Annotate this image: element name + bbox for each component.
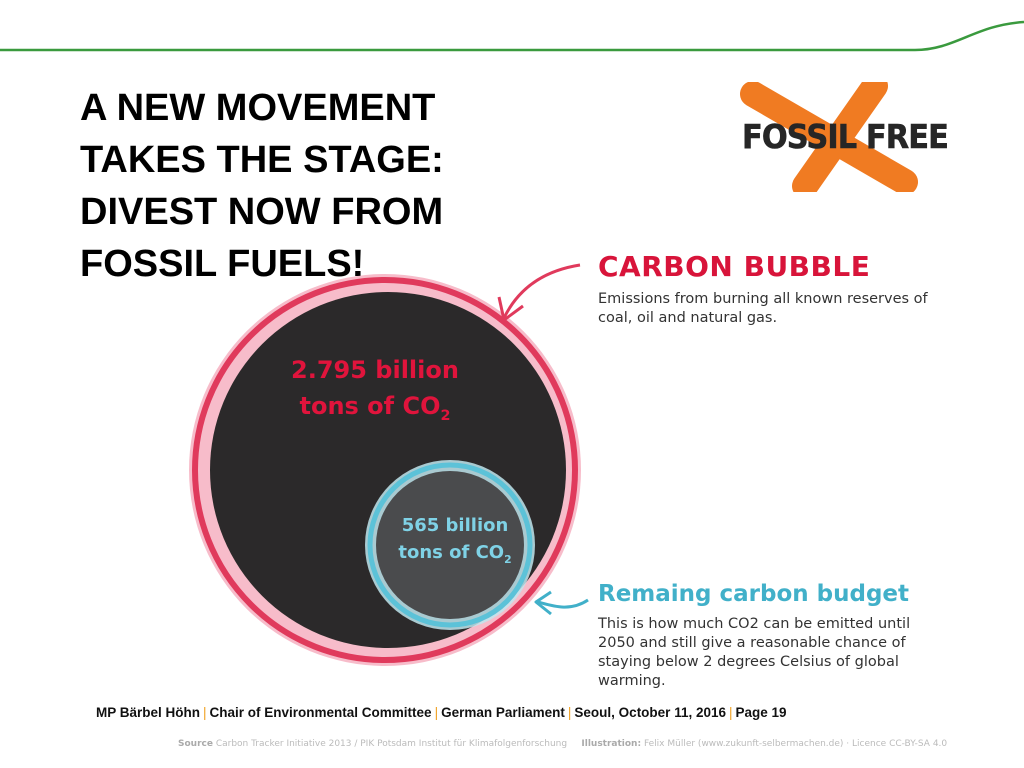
budget-arrow <box>537 598 589 609</box>
slide-footer: MP Bärbel Höhn | Chair of Environmental Co… <box>96 705 787 720</box>
footer-institution: German Parliament <box>441 705 565 720</box>
source-text: Carbon Tracker Initiative 2013 / PIK Pot… <box>215 739 568 749</box>
carbon-bubble-amount-value: 2.795 billion <box>291 356 459 384</box>
carbon-budget-description: This is how much CO2 can be emitted unti… <box>598 616 911 689</box>
source-credit: Source Carbon Tracker Initiative 2013 / … <box>178 739 947 749</box>
footer-separator: | <box>567 705 572 720</box>
carbon-bubble-arrowhead <box>497 296 524 322</box>
illustration-label: Illustration: <box>581 739 642 749</box>
title-line: A NEW MOVEMENT <box>80 87 436 129</box>
logo-wordmark: FOSSIL FREE <box>742 117 948 156</box>
carbon-budget-heading: Remaing carbon budget <box>598 581 910 607</box>
title-line: TAKES THE STAGE: <box>80 139 444 181</box>
slide-title: A NEW MOVEMENT TAKES THE STAGE: DIVEST N… <box>80 82 550 290</box>
footer-speaker: MP Bärbel Höhn <box>96 705 201 720</box>
subscript: 2 <box>440 408 451 425</box>
budget-amount-value: 565 billion <box>401 515 509 536</box>
fossil-free-logo: FOSSIL FREE <box>740 82 949 192</box>
header-swoosh-line <box>0 20 1024 52</box>
budget-arrowhead <box>534 590 552 616</box>
source-label: Source <box>178 739 213 749</box>
carbon-bubble-ring <box>192 277 578 663</box>
budget-bubble-ring <box>367 462 533 628</box>
budget-amount: 565 billion tons of CO2 <box>385 512 525 568</box>
carbon-bubble-amount-unit: tons of CO2 <box>299 392 451 425</box>
carbon-bubble-arrow <box>502 263 581 319</box>
budget-bubble <box>376 471 524 619</box>
title-line: DIVEST NOW FROM <box>80 191 444 233</box>
budget-amount-unit: tons of CO2 <box>398 542 512 566</box>
title-line: FOSSIL FUELS! <box>80 243 365 285</box>
illustration-text: Felix Müller (www.zukunft-selbermachen.d… <box>643 739 948 749</box>
carbon-bubble-heading: CARBON BUBBLE <box>598 250 871 283</box>
footer-location-date: Seoul, October 11, 2016 <box>574 705 726 720</box>
footer-separator: | <box>729 705 733 720</box>
carbon-bubble-diagram <box>189 263 589 666</box>
footer-page-number: Page 19 <box>735 705 787 720</box>
footer-separator: | <box>434 705 439 720</box>
carbon-bubble-amount: 2.795 billion tons of CO2 <box>250 352 500 428</box>
carbon-bubble-description: Emissions from burning all known reserve… <box>598 291 928 326</box>
footer-separator: | <box>203 705 207 720</box>
subscript: 2 <box>504 552 512 566</box>
footer-role: Chair of Environmental Committee <box>209 705 432 720</box>
